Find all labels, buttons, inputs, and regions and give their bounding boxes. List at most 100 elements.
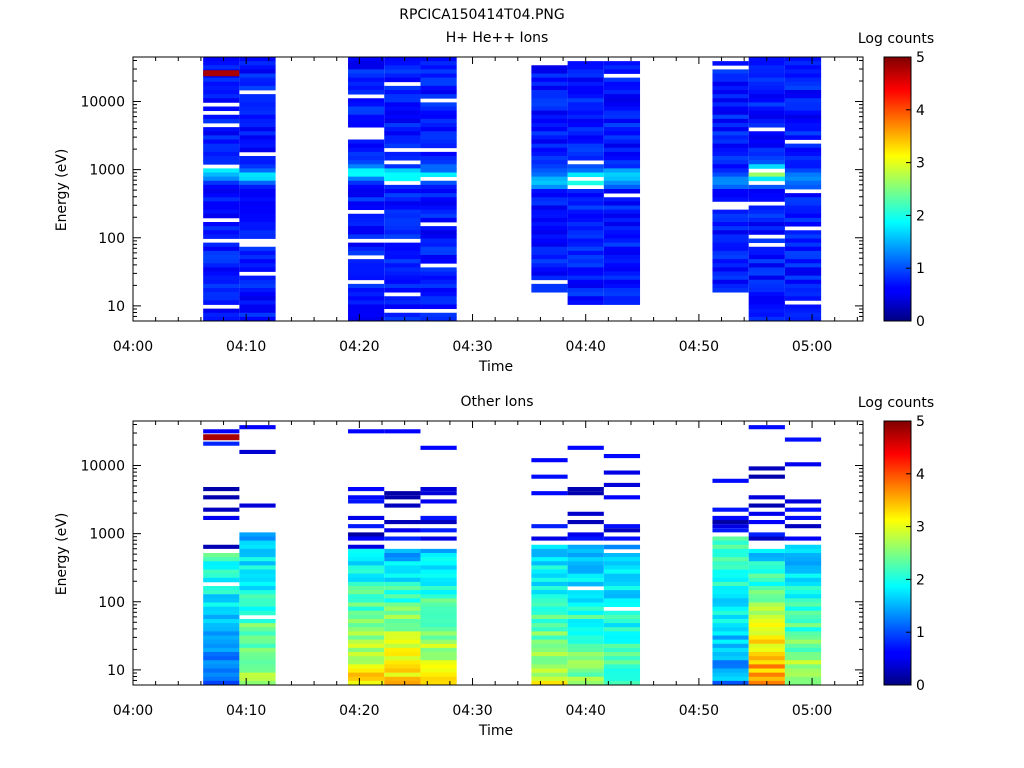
heatmap-cell	[348, 610, 385, 616]
heatmap-cell	[384, 660, 421, 665]
heatmap-cell	[603, 495, 641, 500]
heatmap-cell	[420, 590, 457, 595]
heatmap-cell	[603, 209, 641, 215]
heatmap-cell	[384, 647, 421, 653]
heatmap-cell	[531, 602, 568, 608]
colorbar-tick-label: 5	[916, 414, 925, 430]
heatmap-cell	[531, 135, 568, 140]
heatmap-cell	[420, 445, 457, 450]
heatmap-cell	[203, 156, 240, 161]
heatmap-cell	[384, 250, 421, 256]
heatmap-cell	[420, 296, 457, 301]
heatmap-cell	[567, 172, 604, 178]
heatmap-cell	[531, 73, 568, 79]
heatmap-cell	[784, 577, 822, 583]
heatmap-cell	[567, 267, 604, 272]
heatmap-cell	[531, 668, 568, 674]
heatmap-cell	[420, 226, 457, 231]
heatmap-cell	[603, 573, 641, 579]
heatmap-cell	[531, 573, 568, 579]
heatmap-cell	[567, 168, 604, 173]
heatmap-cell	[567, 577, 604, 583]
heatmap-cell	[420, 205, 457, 211]
heatmap-cell	[384, 573, 421, 579]
heatmap-cell	[384, 226, 421, 231]
heatmap-cell	[420, 491, 457, 496]
heatmap-cell	[531, 586, 568, 591]
heatmap-cell	[784, 81, 822, 87]
heatmap-cell	[748, 635, 785, 641]
heatmap-cell	[748, 73, 785, 79]
x-tick-label: 04:00	[113, 339, 153, 355]
heatmap-cell	[531, 283, 568, 289]
heatmap-cell	[784, 515, 822, 520]
heatmap-cell	[531, 222, 568, 227]
heatmap-cell	[348, 234, 385, 239]
x-tick-label: 05:00	[792, 703, 832, 719]
heatmap-cell	[239, 209, 276, 215]
heatmap-cell	[567, 610, 604, 616]
heatmap-cell	[348, 499, 385, 504]
heatmap-cell	[384, 102, 421, 107]
heatmap-cell	[784, 234, 822, 239]
heatmap-cell	[748, 114, 785, 120]
heatmap-cell	[348, 586, 385, 591]
heatmap-cell-hot	[203, 434, 240, 441]
heatmap-cell	[239, 246, 276, 252]
heatmap-cell	[603, 544, 641, 550]
heatmap-cell	[531, 234, 568, 239]
heatmap-cell-hot	[203, 70, 240, 77]
heatmap-cell	[567, 205, 604, 211]
heatmap-cell	[712, 664, 749, 669]
colorbar-tick-label: 2	[916, 572, 925, 588]
heatmap-cell	[348, 627, 385, 632]
heatmap-cell	[603, 528, 641, 533]
heatmap-cell	[348, 230, 385, 235]
heatmap-cell	[348, 283, 385, 289]
heatmap-cell	[420, 536, 457, 541]
heatmap-cell	[384, 548, 421, 554]
heatmap-cell	[531, 172, 568, 178]
heatmap-cell	[712, 168, 749, 173]
heatmap-cell	[348, 676, 385, 682]
heatmap-cell	[384, 139, 421, 145]
heatmap-cell	[203, 283, 240, 289]
heatmap-cell	[531, 238, 568, 244]
heatmap-cell	[603, 454, 641, 459]
heatmap-cell	[603, 131, 641, 136]
heatmap-cell	[384, 288, 421, 293]
heatmap-cell	[748, 288, 785, 293]
heatmap-cell	[567, 296, 604, 301]
heatmap-cell	[348, 487, 385, 492]
heatmap-cell	[420, 197, 457, 202]
heatmap-cell	[784, 561, 822, 566]
heatmap-cell	[603, 151, 641, 157]
heatmap-cell	[239, 598, 276, 603]
heatmap-cell	[748, 590, 785, 595]
heatmap-cell	[603, 271, 641, 277]
heatmap-cell	[420, 127, 457, 132]
heatmap-cell	[567, 660, 604, 665]
heatmap-cell	[384, 127, 421, 132]
heatmap-cell	[748, 639, 785, 645]
heatmap-cell	[712, 590, 749, 595]
heatmap-cell	[420, 614, 457, 620]
heatmap-cell	[348, 680, 385, 686]
heatmap-cell	[712, 656, 749, 661]
heatmap-cell	[748, 308, 785, 314]
heatmap-cell	[531, 548, 568, 554]
heatmap-cell	[420, 623, 457, 628]
heatmap-cell	[384, 296, 421, 301]
heatmap-cell	[603, 205, 641, 211]
heatmap-cell	[784, 304, 822, 310]
heatmap-cell	[348, 271, 385, 277]
heatmap-cell	[712, 85, 749, 91]
heatmap-cell	[420, 156, 457, 161]
heatmap-cell	[239, 606, 276, 612]
heatmap-cell	[348, 561, 385, 566]
heatmap-cell	[384, 631, 421, 636]
heatmap-cell	[348, 606, 385, 612]
heatmap-cell	[239, 255, 276, 260]
heatmap-cell	[748, 283, 785, 289]
heatmap-cell	[603, 77, 641, 83]
